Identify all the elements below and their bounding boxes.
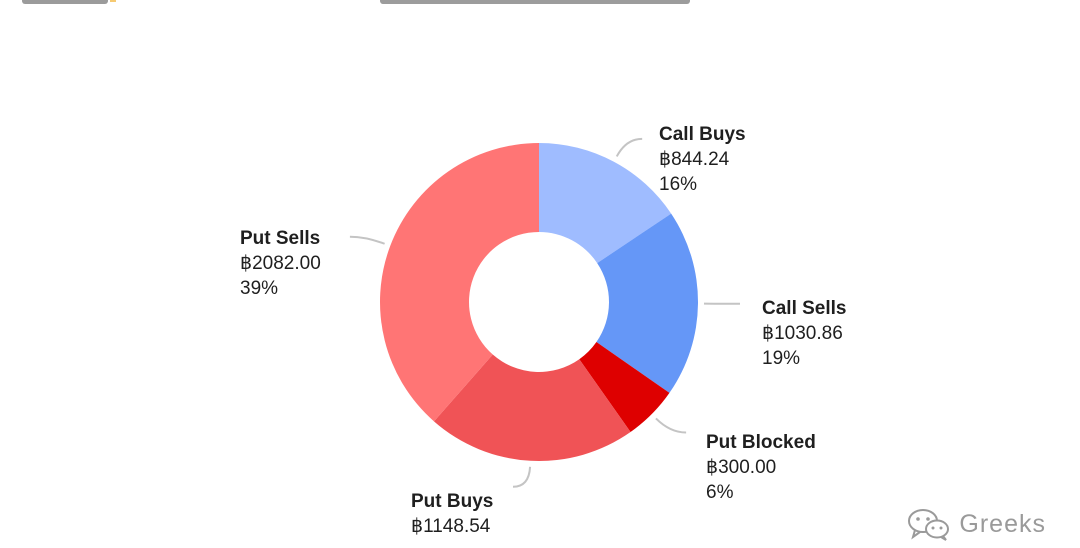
slice-percent: 19% (762, 346, 847, 371)
slice-percent: 16% (659, 172, 746, 197)
slice-value: ฿844.24 (659, 147, 746, 172)
slice-value: ฿1148.54 (411, 514, 493, 539)
slice-name: Put Sells (240, 226, 321, 251)
slice-value: ฿1030.86 (762, 321, 847, 346)
slice-name: Put Buys (411, 489, 493, 514)
slice-label-put-blocked: Put Blocked ฿300.00 6% (706, 430, 816, 505)
slice-label-put-buys: Put Buys ฿1148.54 (411, 489, 493, 539)
leader-line-put-buys (513, 467, 530, 487)
slice-percent: 6% (706, 480, 816, 505)
slice-label-call-sells: Call Sells ฿1030.86 19% (762, 296, 847, 371)
watermark-text: Greeks (959, 510, 1046, 539)
leader-line-put-sells (350, 237, 385, 244)
slice-percent: 39% (240, 276, 321, 301)
watermark: Greeks (907, 507, 1046, 541)
slice-label-put-sells: Put Sells ฿2082.00 39% (240, 226, 321, 301)
slice-name: Call Sells (762, 296, 847, 321)
slice-value: ฿2082.00 (240, 251, 321, 276)
leader-line-call-buys (617, 139, 642, 157)
slice-label-call-buys: Call Buys ฿844.24 16% (659, 122, 746, 197)
wechat-icon (907, 507, 951, 541)
slice-name: Call Buys (659, 122, 746, 147)
slice-name: Put Blocked (706, 430, 816, 455)
slice-value: ฿300.00 (706, 455, 816, 480)
leader-line-put-blocked (656, 418, 686, 432)
